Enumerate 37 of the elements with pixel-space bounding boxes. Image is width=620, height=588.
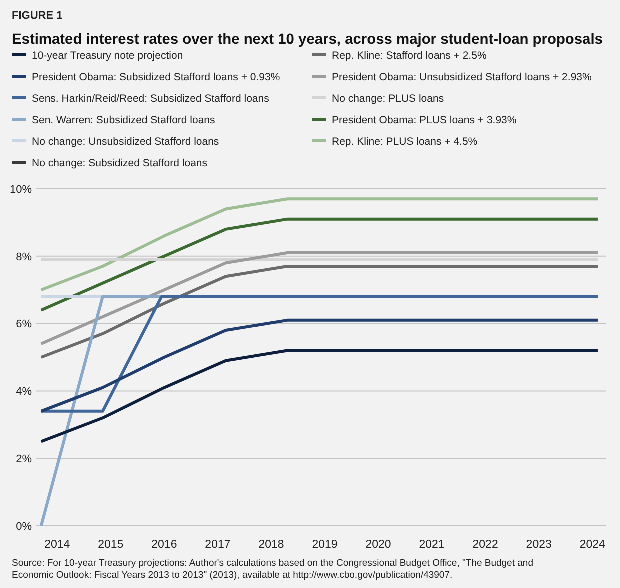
source-note: Source: For 10-year Treasury projections: Author's calculations based on the Congressional Budget Office, "The Budget and Economic Outlook: Fiscal Years 2013 to 2013" (2013), available at http://www.cbo.gov/publication/43907. [12, 558, 534, 581]
x-tick-label: 2023 [526, 539, 552, 551]
y-tick-label: 10% [10, 184, 32, 196]
legend-label: Rep. Kline: Stafford loans + 2.5% [332, 50, 487, 62]
x-tick-label: 2014 [44, 539, 71, 551]
legend-label: No change: PLUS loans [332, 93, 444, 105]
legend-label: President Obama: Subsidized Stafford loans + 0.93% [32, 72, 280, 84]
line-series [40, 252, 600, 346]
line-series [40, 318, 600, 413]
x-tick-label: 2021 [419, 539, 445, 551]
line-series [40, 198, 600, 292]
legend-label: No change: Subsidized Stafford loans [32, 158, 208, 170]
legend-label: Rep. Kline: PLUS loans + 4.5% [332, 136, 478, 148]
legend-label: 10-year Treasury note projection [32, 50, 184, 62]
x-tick-label: 2020 [366, 539, 392, 551]
legend-label: Sens. Harkin/Reid/Reed: Subsidized Stafford loans [32, 93, 270, 105]
x-tick-label: 2024 [580, 539, 606, 551]
y-tick-label: 6% [16, 318, 32, 331]
y-tick-label: 4% [16, 386, 32, 398]
legend-label: President Obama: PLUS loans + 3.93% [332, 114, 517, 126]
caption: FIGURE 1 [12, 10, 63, 22]
line-series [40, 265, 600, 359]
y-tick-label: 2% [16, 453, 32, 466]
line-series [40, 349, 600, 444]
x-tick-label: 2018 [258, 539, 284, 551]
y-tick-label: 8% [16, 251, 32, 264]
x-tick-label: 2017 [205, 539, 231, 551]
legend-label: President Obama: Unsubsidized Stafford loans + 2.93% [332, 72, 592, 84]
line-series [40, 218, 600, 312]
legend-label: No change: Unsubsidized Stafford loans [32, 136, 220, 148]
x-tick-label: 2015 [98, 539, 124, 551]
x-tick-label: 2022 [472, 539, 498, 551]
chart-title: Estimated interest rates over the next 10 years, across major student-loan proposals [12, 32, 603, 48]
legend-label: Sen. Warren: Subsidized Stafford loans [32, 114, 216, 126]
x-tick-label: 2016 [152, 539, 178, 551]
x-tick-label: 2019 [312, 539, 338, 551]
y-tick-label: 0% [16, 520, 32, 533]
